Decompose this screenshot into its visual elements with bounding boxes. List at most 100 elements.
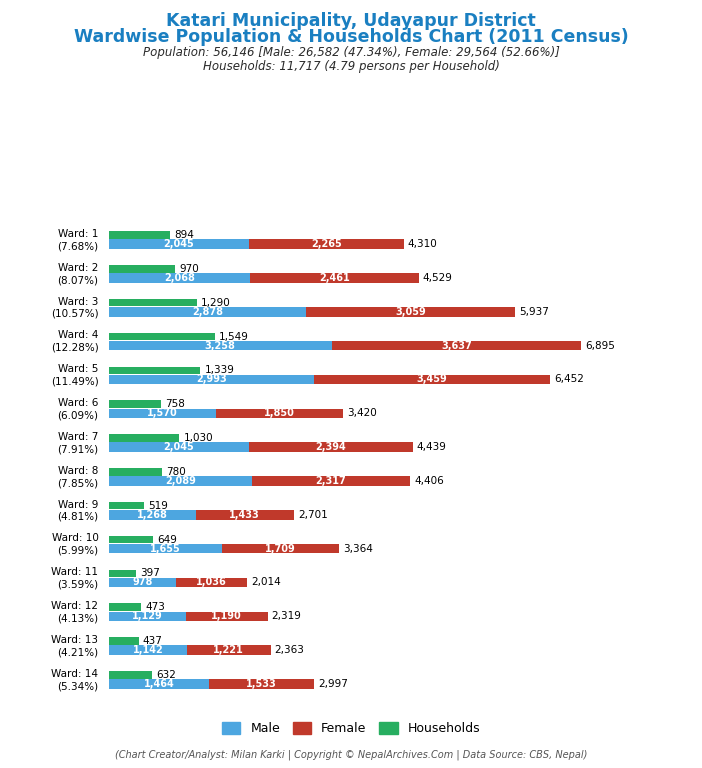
- Text: 2,045: 2,045: [164, 239, 194, 249]
- Text: 978: 978: [132, 578, 152, 588]
- Text: 2,993: 2,993: [196, 375, 227, 385]
- Bar: [209, 679, 314, 689]
- Text: Wardwise Population & Households Chart (2011 Census): Wardwise Population & Households Chart (…: [74, 28, 628, 46]
- Legend: Male, Female, Households: Male, Female, Households: [216, 717, 486, 740]
- Text: 2,265: 2,265: [311, 239, 342, 249]
- Text: 758: 758: [165, 399, 185, 409]
- Text: 1,142: 1,142: [133, 645, 164, 655]
- Bar: [109, 265, 176, 273]
- Bar: [109, 341, 332, 350]
- Text: 437: 437: [143, 636, 163, 646]
- Bar: [222, 544, 339, 554]
- Bar: [187, 645, 270, 655]
- Text: 519: 519: [148, 501, 168, 511]
- Bar: [109, 645, 187, 655]
- Bar: [314, 375, 550, 384]
- Text: 632: 632: [156, 670, 176, 680]
- Bar: [109, 679, 209, 689]
- Text: Population: 56,146 [Male: 26,582 (47.34%), Female: 29,564 (52.66%)]: Population: 56,146 [Male: 26,582 (47.34%…: [143, 46, 559, 59]
- Text: 2,089: 2,089: [165, 476, 196, 486]
- Text: 1,549: 1,549: [219, 332, 249, 342]
- Text: 1,709: 1,709: [265, 544, 296, 554]
- Bar: [186, 611, 267, 621]
- Text: 6,895: 6,895: [585, 341, 615, 351]
- Text: 2,997: 2,997: [318, 679, 348, 689]
- Text: 397: 397: [140, 568, 160, 578]
- Bar: [216, 409, 343, 418]
- Bar: [109, 637, 139, 645]
- Bar: [109, 502, 145, 509]
- Text: 2,068: 2,068: [164, 273, 195, 283]
- Text: 2,317: 2,317: [316, 476, 347, 486]
- Text: 1,433: 1,433: [230, 510, 260, 520]
- Text: 1,464: 1,464: [143, 679, 174, 689]
- Text: Households: 11,717 (4.79 persons per Household): Households: 11,717 (4.79 persons per Hou…: [203, 60, 499, 73]
- Text: 2,363: 2,363: [274, 645, 305, 655]
- Text: 3,637: 3,637: [441, 341, 472, 351]
- Text: 3,059: 3,059: [395, 306, 426, 317]
- Bar: [252, 476, 411, 485]
- Text: 2,045: 2,045: [164, 442, 194, 452]
- Text: 1,290: 1,290: [201, 298, 231, 308]
- Text: 4,529: 4,529: [423, 273, 453, 283]
- Text: 4,406: 4,406: [414, 476, 444, 486]
- Bar: [176, 578, 246, 588]
- Bar: [109, 442, 249, 452]
- Text: 1,268: 1,268: [137, 510, 168, 520]
- Bar: [109, 400, 161, 408]
- Bar: [109, 476, 252, 485]
- Bar: [109, 468, 162, 475]
- Bar: [109, 366, 201, 374]
- Bar: [109, 510, 196, 520]
- Text: 1,129: 1,129: [132, 611, 163, 621]
- Text: 2,701: 2,701: [298, 510, 328, 520]
- Text: 2,878: 2,878: [192, 306, 223, 317]
- Bar: [249, 240, 404, 249]
- Text: 3,420: 3,420: [347, 409, 377, 419]
- Text: 473: 473: [145, 602, 165, 612]
- Bar: [109, 240, 249, 249]
- Bar: [251, 273, 419, 283]
- Bar: [109, 307, 306, 316]
- Text: 1,655: 1,655: [150, 544, 181, 554]
- Bar: [109, 544, 222, 554]
- Text: 1,850: 1,850: [264, 409, 295, 419]
- Text: 1,190: 1,190: [211, 611, 242, 621]
- Text: 1,030: 1,030: [183, 433, 213, 443]
- Bar: [109, 604, 141, 611]
- Text: 1,570: 1,570: [147, 409, 178, 419]
- Text: 3,364: 3,364: [343, 544, 373, 554]
- Bar: [109, 578, 176, 588]
- Text: Katari Municipality, Udayapur District: Katari Municipality, Udayapur District: [166, 12, 536, 29]
- Bar: [109, 409, 216, 418]
- Text: 4,439: 4,439: [417, 442, 446, 452]
- Text: 6,452: 6,452: [555, 375, 584, 385]
- Text: 1,533: 1,533: [246, 679, 277, 689]
- Text: 894: 894: [174, 230, 194, 240]
- Bar: [196, 510, 293, 520]
- Bar: [249, 442, 413, 452]
- Bar: [109, 570, 136, 577]
- Bar: [109, 333, 215, 340]
- Text: 4,310: 4,310: [408, 239, 437, 249]
- Text: 2,319: 2,319: [272, 611, 302, 621]
- Text: 970: 970: [179, 264, 199, 274]
- Text: 3,459: 3,459: [417, 375, 447, 385]
- Text: 3,258: 3,258: [205, 341, 236, 351]
- Text: 1,036: 1,036: [196, 578, 227, 588]
- Bar: [306, 307, 515, 316]
- Bar: [109, 299, 197, 306]
- Text: 1,221: 1,221: [213, 645, 244, 655]
- Text: 1,339: 1,339: [204, 366, 234, 376]
- Bar: [109, 611, 186, 621]
- Text: 2,394: 2,394: [315, 442, 346, 452]
- Bar: [332, 341, 581, 350]
- Bar: [109, 231, 170, 239]
- Bar: [109, 536, 153, 543]
- Bar: [109, 375, 314, 384]
- Text: 649: 649: [157, 535, 177, 545]
- Bar: [109, 273, 251, 283]
- Bar: [109, 434, 179, 442]
- Text: 2,014: 2,014: [251, 578, 281, 588]
- Text: 5,937: 5,937: [519, 306, 549, 317]
